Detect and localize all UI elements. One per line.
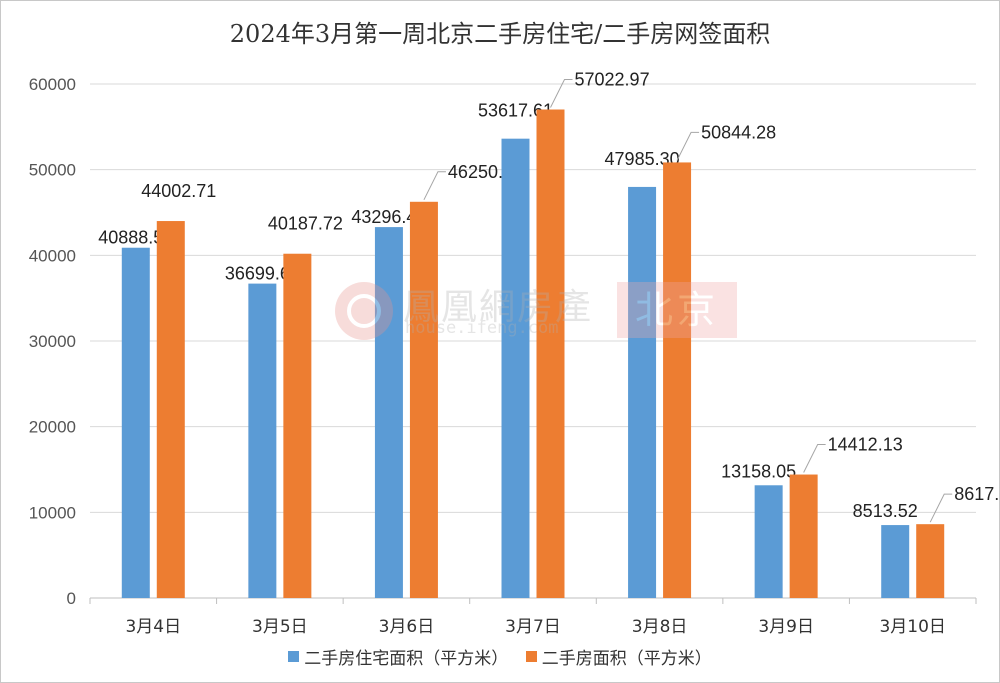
y-tick-label: 20000 [29, 418, 76, 437]
x-tick-label: 3月8日 [632, 617, 688, 637]
data-label-leader [929, 493, 953, 523]
data-label: 14412.13 [828, 435, 903, 455]
y-tick-label: 50000 [29, 161, 76, 180]
data-label-leader [676, 131, 700, 161]
y-tick-label: 30000 [29, 332, 76, 351]
watermark-brand: 鳳凰網房產 [403, 287, 594, 328]
bar-residential [248, 283, 277, 598]
bar-residential [754, 485, 783, 598]
data-label: 43296.42 [351, 207, 426, 227]
bar-residential [121, 247, 150, 598]
data-label: 57022.97 [575, 70, 650, 90]
bar-residential [374, 227, 403, 599]
legend-label-residential: 二手房住宅面积（平方米） [304, 649, 509, 669]
x-tick-label: 3月9日 [758, 617, 814, 637]
bar-total [536, 109, 565, 598]
data-label: 40888.53 [98, 228, 173, 248]
y-tick-label: 60000 [29, 75, 76, 94]
bar-total [789, 474, 818, 598]
bar-total [916, 524, 945, 598]
x-tick-label: 3月4日 [125, 617, 181, 637]
watermark-url: house.ifeng.com [405, 318, 559, 338]
legend-swatch-residential [288, 651, 300, 662]
y-tick-label: 10000 [29, 503, 76, 522]
data-label: 40187.72 [268, 214, 343, 234]
data-label: 47985.30 [605, 149, 680, 169]
data-label: 8617.90 [954, 484, 1000, 504]
data-label: 44002.71 [141, 181, 216, 201]
bar-residential [501, 138, 530, 598]
legend: 二手房住宅面积（平方米） 二手房面积（平方米） [0, 644, 1000, 669]
legend-item-total: 二手房面积（平方米） [525, 644, 712, 669]
legend-label-total: 二手房面积（平方米） [541, 649, 712, 669]
data-label: 53617.61 [478, 101, 553, 121]
legend-swatch-total [525, 651, 537, 662]
watermark: 鳳凰網房產 house.ifeng.com 北京 [335, 282, 740, 340]
data-label: 50844.28 [701, 122, 776, 142]
x-tick-label: 3月6日 [379, 617, 435, 637]
x-tick-label: 3月10日 [879, 617, 945, 637]
x-tick-label: 3月7日 [505, 617, 561, 637]
bar-residential [628, 186, 657, 598]
bar-total [156, 221, 185, 598]
legend-item-residential: 二手房住宅面积（平方米） [288, 644, 508, 669]
phoenix-logo-icon [335, 282, 393, 340]
watermark-city: 北京 [617, 282, 737, 338]
data-label-leader [803, 444, 826, 473]
bar-total [283, 253, 312, 598]
data-label-leader [550, 79, 573, 108]
data-label: 36699.66 [225, 264, 300, 284]
bar-total [409, 201, 438, 598]
data-label: 8513.52 [853, 501, 918, 521]
chart-title: 2024年3月第一周北京二手房住宅/二手房网签面积 [229, 20, 771, 48]
bar-total [663, 162, 692, 598]
y-tick-label: 40000 [29, 246, 76, 265]
data-label-leader [423, 171, 446, 201]
x-tick-label: 3月5日 [252, 617, 308, 637]
data-label: 13158.05 [721, 461, 796, 481]
y-tick-label: 0 [67, 589, 76, 608]
bar-residential [881, 525, 910, 598]
